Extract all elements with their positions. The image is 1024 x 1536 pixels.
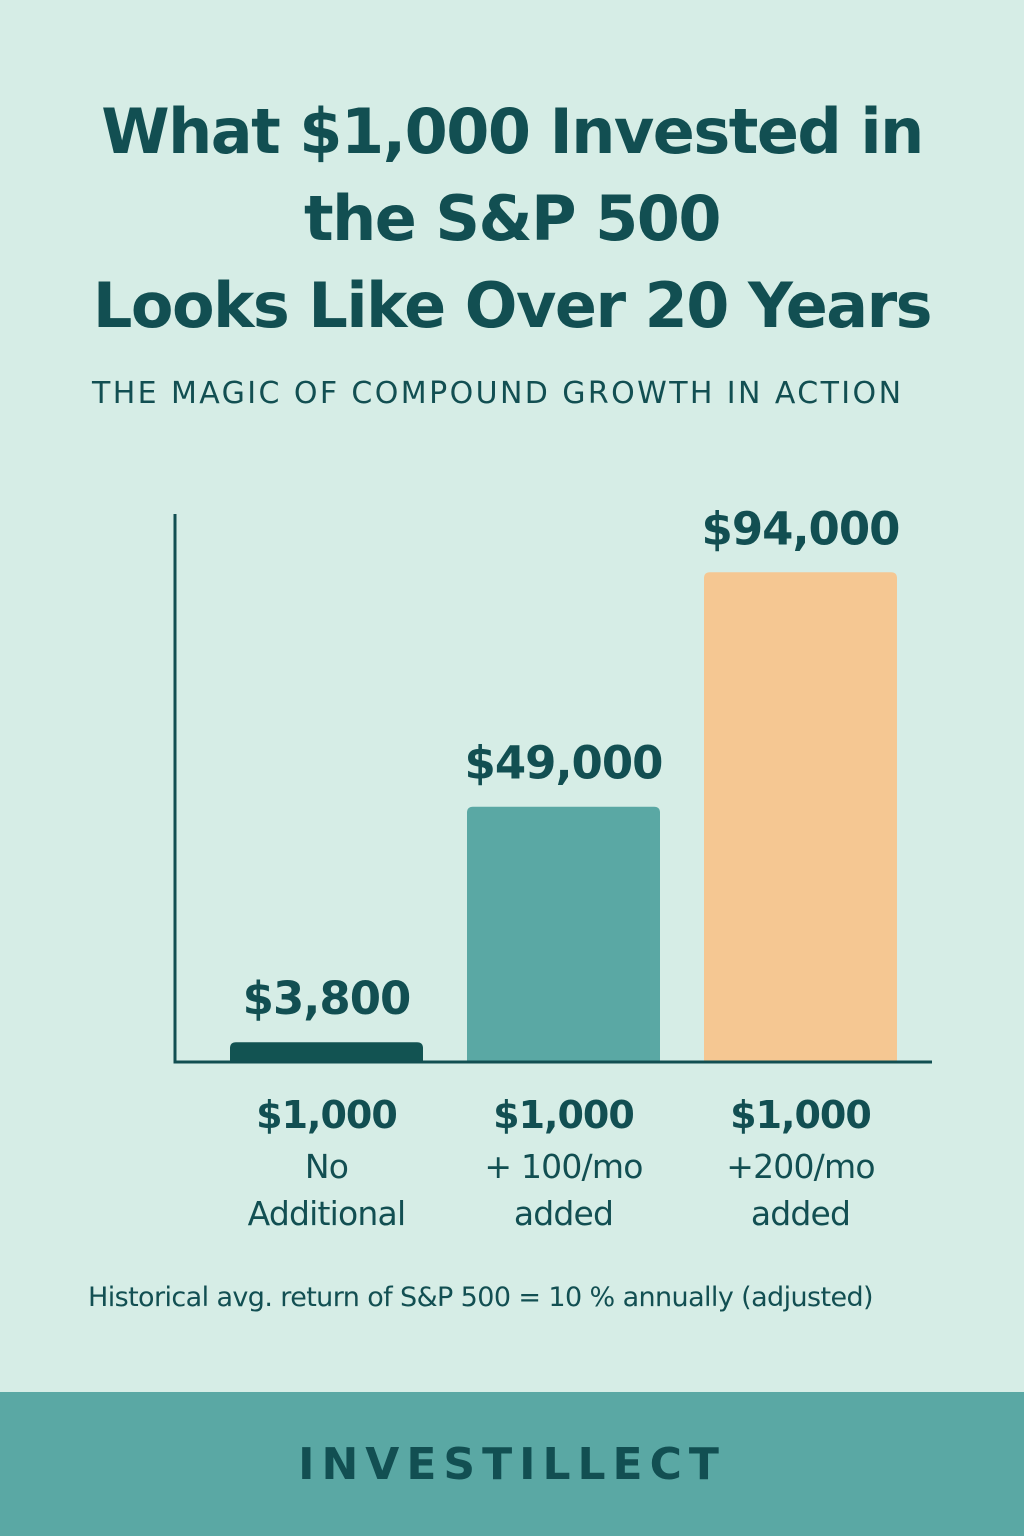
category-3-principal: $1,000 [730, 1093, 871, 1137]
bar-1-value-label: $3,800 [243, 972, 411, 1025]
title-line-2: the S&P 500 [303, 182, 722, 255]
bar-1 [230, 1042, 423, 1062]
bar-3 [704, 572, 897, 1062]
category-3-detail-line-1: +200/mo [726, 1147, 875, 1186]
category-3-detail-line-2: added [751, 1194, 850, 1233]
bar-chart: $3,800 $1,000 No Additional $49,000 $1,000 + 1… [173, 502, 932, 1233]
chart-subtitle: THE MAGIC OF COMPOUND GROWTH IN ACTION [92, 376, 904, 411]
bar-2-value-label: $49,000 [465, 737, 663, 790]
category-2-detail-line-2: added [514, 1194, 613, 1233]
category-1-principal: $1,000 [256, 1093, 397, 1137]
brand-name: INVESTILLECT [298, 1438, 726, 1490]
bar-2 [467, 806, 660, 1062]
bar-3-value-label: $94,000 [702, 502, 900, 555]
title-line-3: Looks Like Over 20 Years [92, 269, 933, 342]
category-2-detail-line-1: + 100/mo [484, 1147, 642, 1186]
category-1-detail-line-1: No [305, 1147, 348, 1186]
title-line-1: What $1,000 Invested in [101, 95, 924, 168]
category-2-principal: $1,000 [493, 1093, 634, 1137]
footer-band: INVESTILLECT [0, 1392, 1024, 1536]
chart-title: What $1,000 Invested in the S&P 500 Look… [0, 88, 1024, 349]
footnote: Historical avg. return of S&P 500 = 10 %… [88, 1282, 874, 1313]
category-1-detail-line-2: Additional [248, 1194, 406, 1233]
